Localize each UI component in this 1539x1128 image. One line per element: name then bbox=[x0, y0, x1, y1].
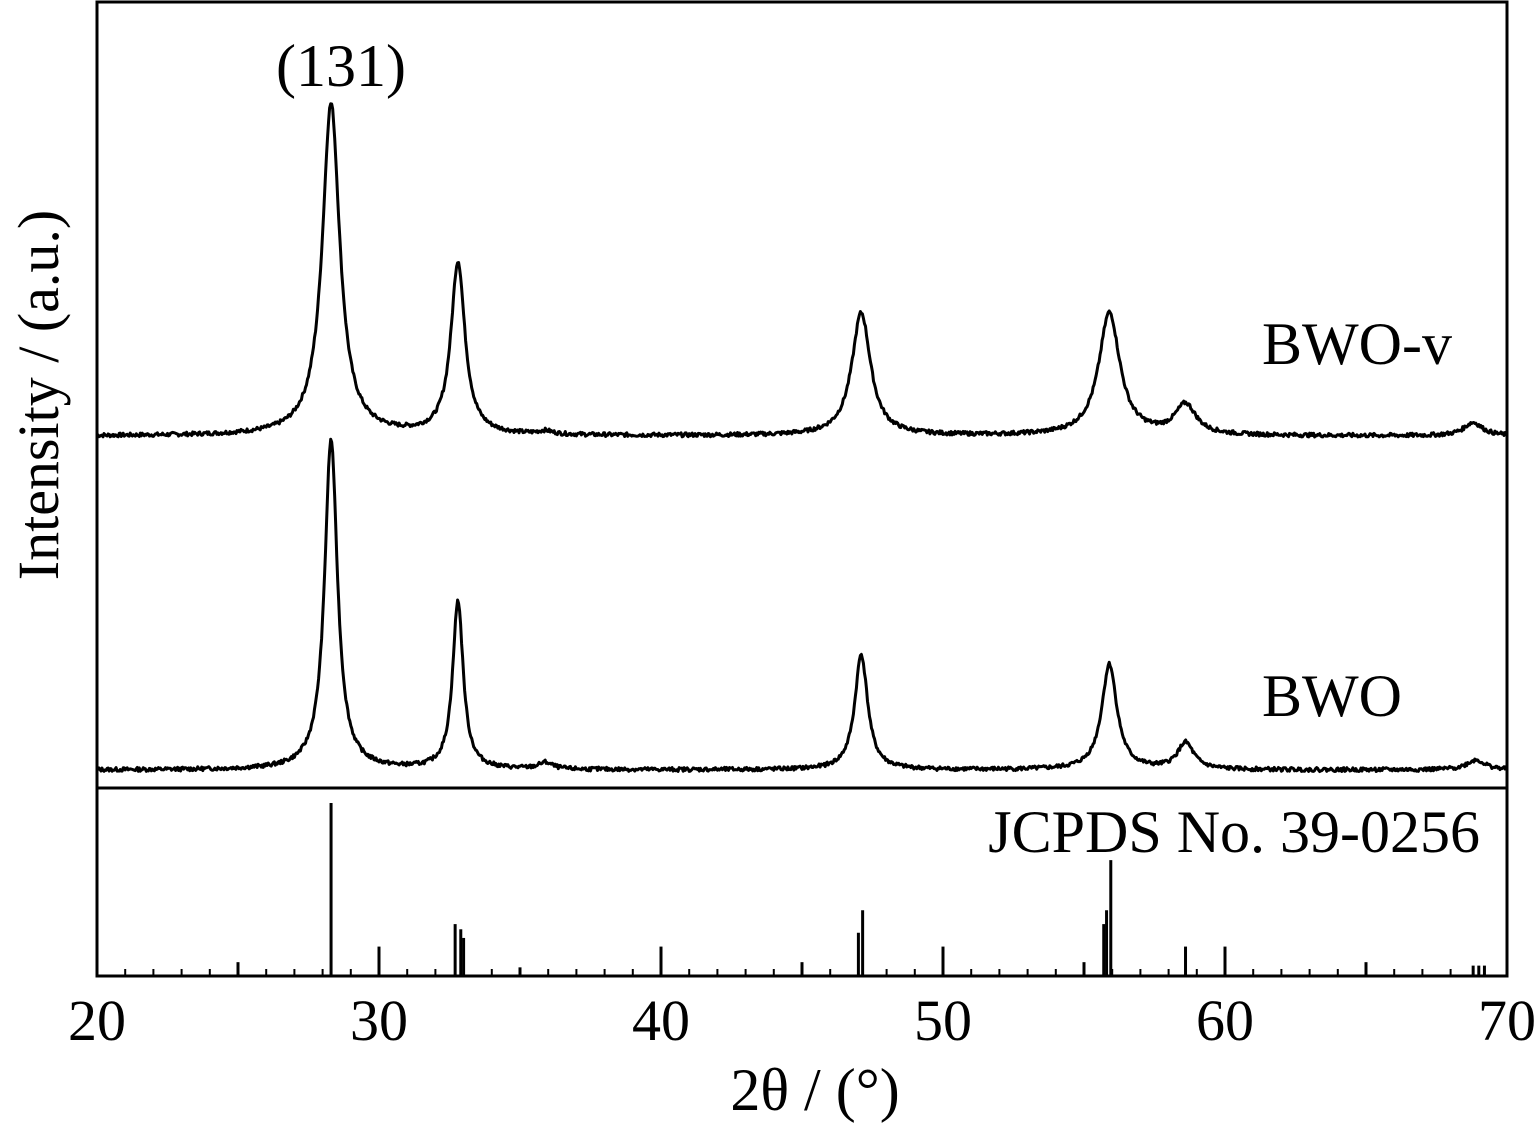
x-tick-label: 50 bbox=[914, 988, 972, 1053]
bwo-series-label: BWO bbox=[1262, 663, 1402, 729]
x-axis-label: 2θ / (°) bbox=[730, 1057, 899, 1123]
bwo-pattern-line bbox=[96, 437, 1509, 773]
jcpds-reference-lines bbox=[236, 803, 1486, 976]
x-tick-labels: 20 30 40 50 60 70 bbox=[68, 988, 1536, 1053]
x-tick-label: 40 bbox=[632, 988, 690, 1053]
bwo-v-pattern-line bbox=[96, 102, 1509, 439]
x-tick-label: 60 bbox=[1196, 988, 1254, 1053]
x-tick-label: 30 bbox=[350, 988, 408, 1053]
y-axis-label: Intensity / (a.u.) bbox=[6, 210, 71, 580]
bwo-v-series-label: BWO-v bbox=[1262, 311, 1452, 377]
reference-label: JCPDS No. 39-0256 bbox=[988, 799, 1480, 865]
peak-annotation-131: (131) bbox=[276, 33, 406, 99]
x-tick-label: 70 bbox=[1478, 988, 1536, 1053]
x-tick-label: 20 bbox=[68, 988, 126, 1053]
